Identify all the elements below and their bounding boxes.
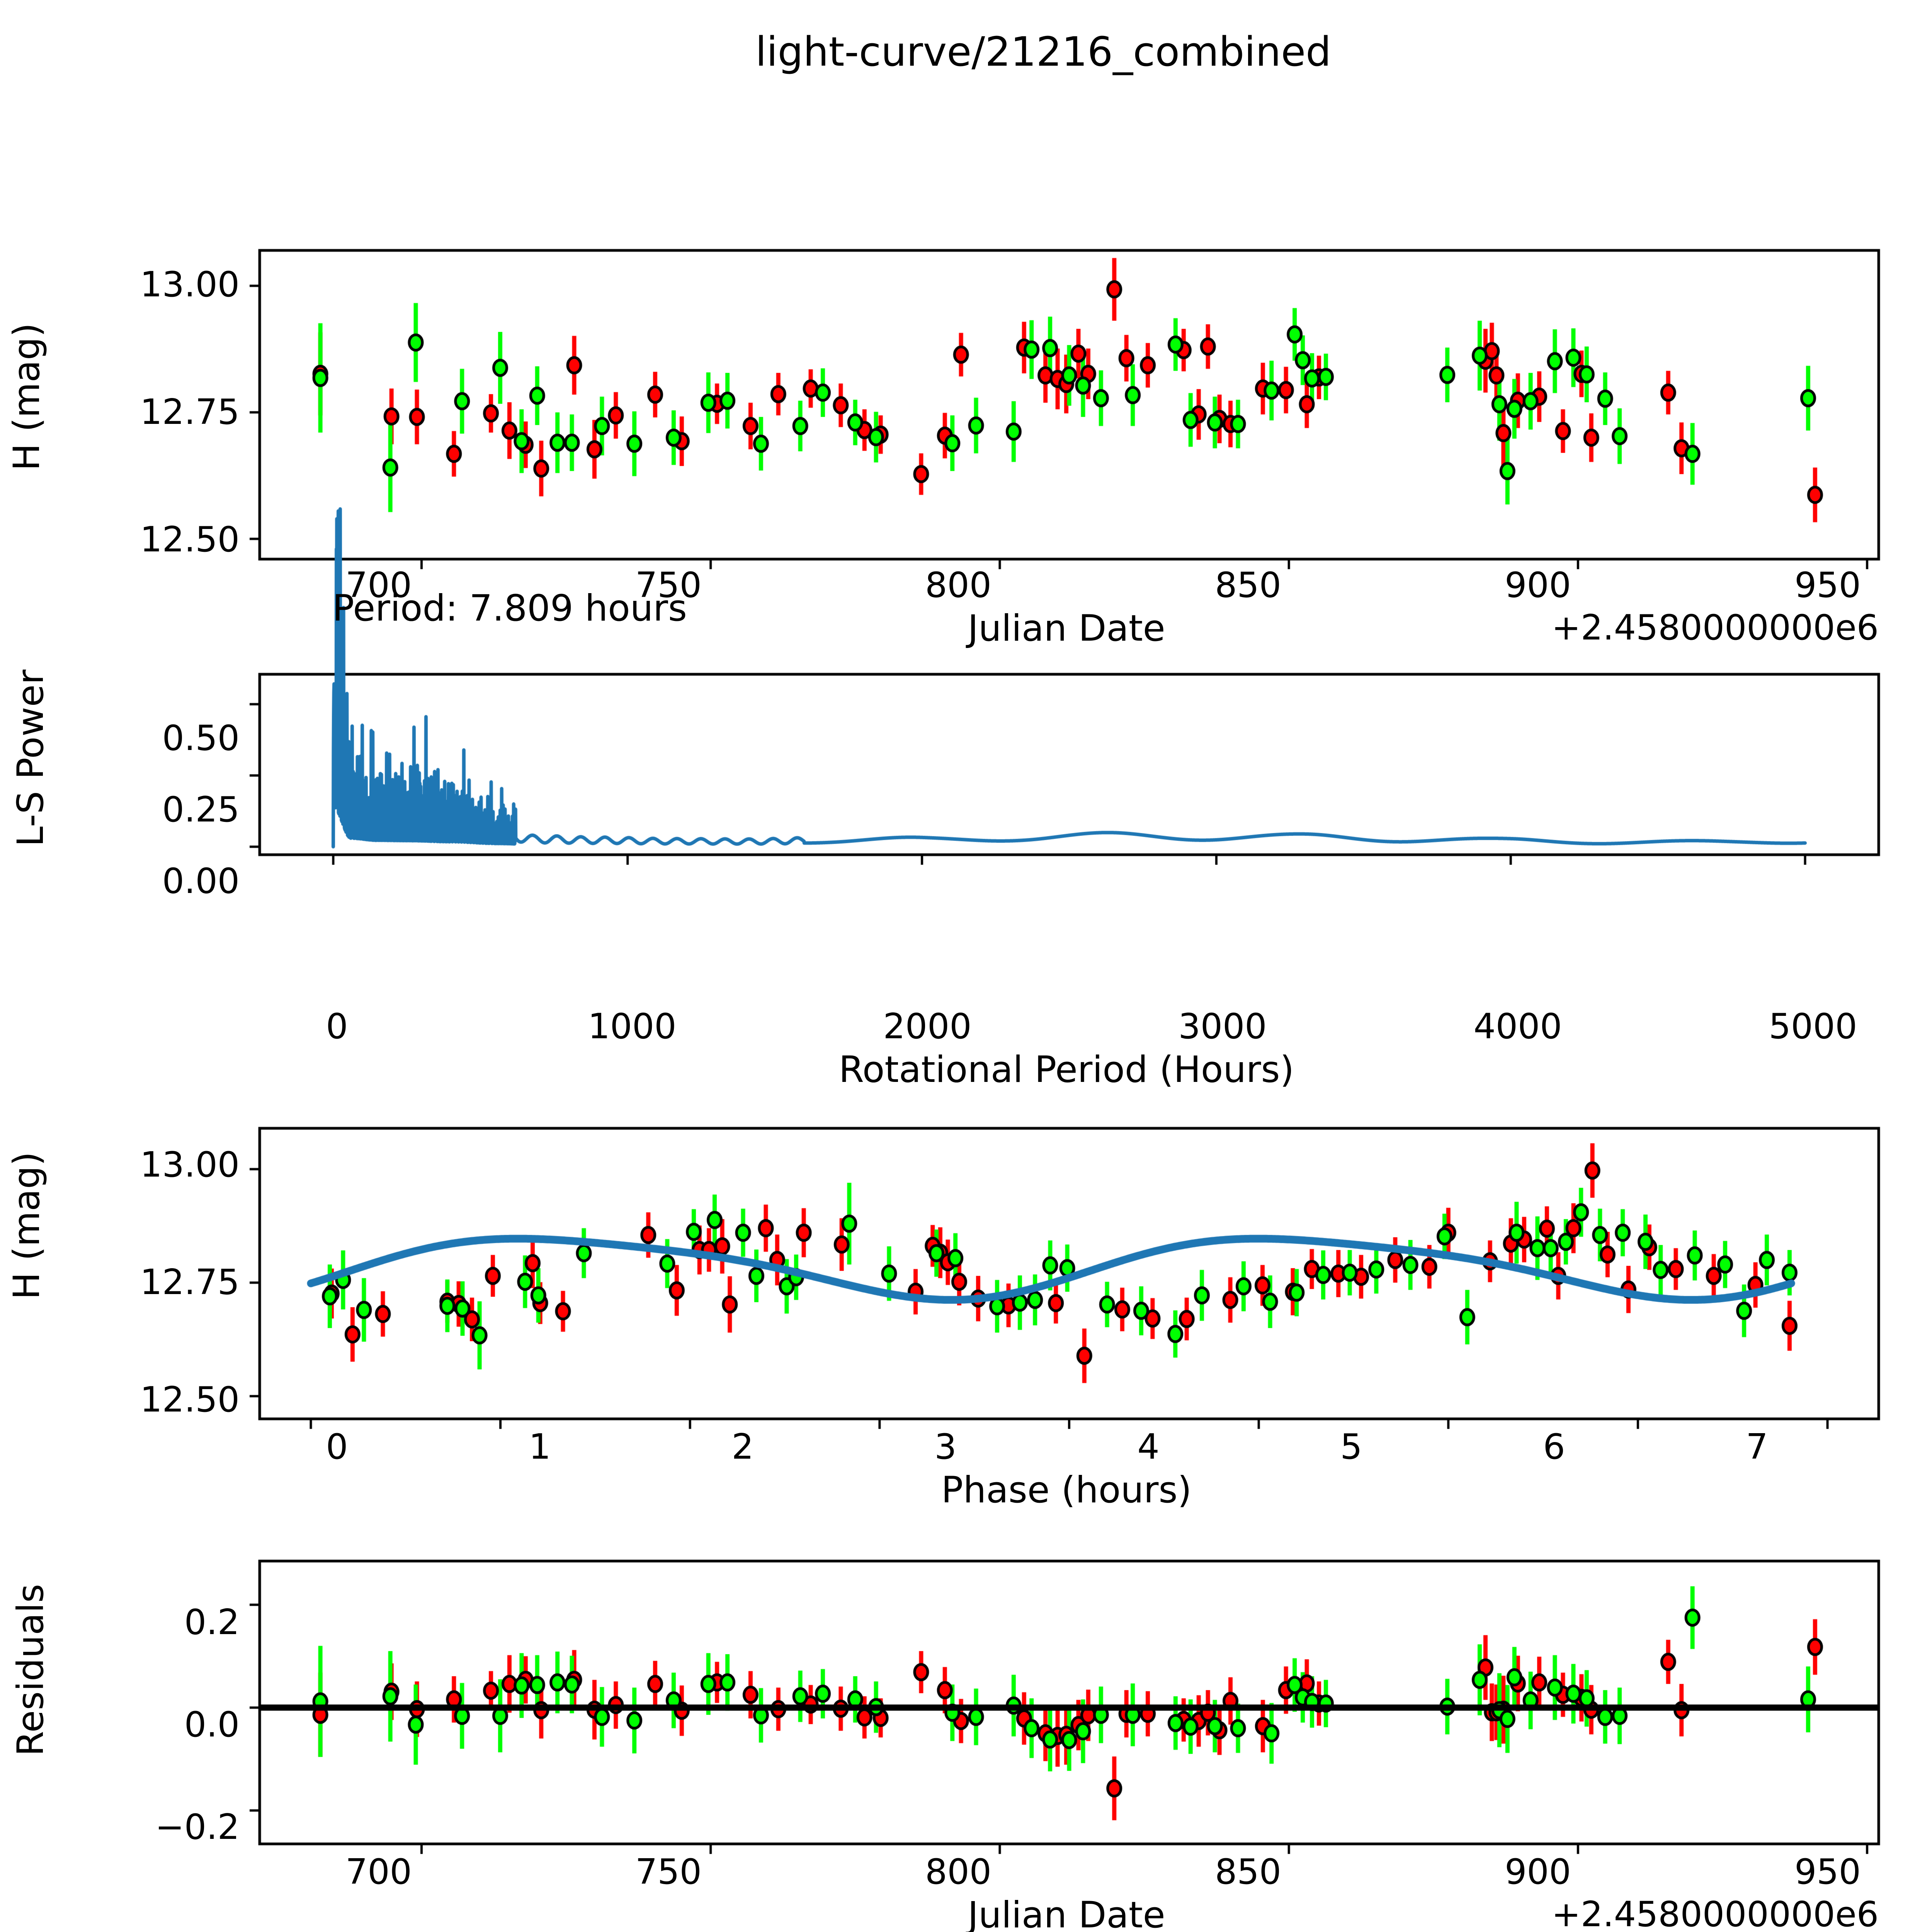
panel4-ytick-0: 0.2 <box>184 1602 240 1643</box>
panel1-ytick-1: 12.75 <box>140 392 240 432</box>
panel3-xtick-7: 7 <box>1746 1427 1768 1467</box>
panel1-xtick-4: 900 <box>1505 565 1571 605</box>
panel2-x-axis-label: Rotational Period (Hours) <box>838 1049 1294 1091</box>
panel2-xtick-4: 4000 <box>1473 1006 1562 1047</box>
panel2-ytick-0: 0.50 <box>162 718 240 759</box>
panel1-ytick-2: 12.50 <box>140 519 240 560</box>
panel4-xtick-2: 800 <box>925 1852 992 1892</box>
panel3-xtick-0: 0 <box>326 1427 348 1467</box>
panel1-xtick-0: 700 <box>345 565 412 605</box>
panel3-xtick-6: 6 <box>1543 1427 1565 1467</box>
panel3-xtick-4: 4 <box>1137 1427 1160 1467</box>
panel4-xtick-5: 950 <box>1794 1852 1861 1892</box>
panel4-xtick-3: 850 <box>1215 1852 1281 1892</box>
panel4-xtick-4: 900 <box>1505 1852 1571 1892</box>
panel3-xtick-3: 3 <box>934 1427 957 1467</box>
panel3-ytick-0: 13.00 <box>140 1145 240 1185</box>
panel2-xtick-1: 1000 <box>588 1006 677 1047</box>
panel3-x-axis-label: Phase (hours) <box>941 1469 1192 1511</box>
panel4-x-offset-label: +2.4580000000e6 <box>1551 1894 1879 1932</box>
panel3-xtick-8: 8 <box>1913 1430 1932 1464</box>
panel4-y-axis-label: Residuals <box>10 1584 52 1756</box>
panel2-xtick-5: 5000 <box>1769 1006 1857 1047</box>
panel1-y-axis-label: H (mag) <box>6 323 48 471</box>
panel4-ytick-1: 0.0 <box>184 1704 240 1745</box>
panel1-x-axis-label: Julian Date <box>968 607 1165 650</box>
panel1-ytick-0: 13.00 <box>140 264 240 305</box>
panel1-xtick-2: 800 <box>925 565 992 605</box>
panel3-ytick-1: 12.75 <box>140 1262 240 1303</box>
panel2-ytick-1: 0.25 <box>162 789 240 830</box>
panel4-x-axis-label: Julian Date <box>968 1894 1165 1932</box>
panel2-y-axis-label: L-S Power <box>10 669 52 847</box>
page-title: light-curve/21216_combined <box>755 28 1332 75</box>
panel3-y-axis-label: H (mag) <box>6 1151 48 1300</box>
panel2-xtick-0: 0 <box>326 1006 348 1047</box>
panel3-xtick-5: 5 <box>1340 1427 1362 1467</box>
panel1-xtick-3: 850 <box>1215 565 1281 605</box>
panel4-ytick-2: −0.2 <box>155 1807 240 1847</box>
panel4-xtick-1: 750 <box>635 1852 702 1892</box>
panel2-xtick-2: 2000 <box>883 1006 972 1047</box>
panel1-x-offset-label: +2.4580000000e6 <box>1551 607 1879 648</box>
panel4-xtick-0: 700 <box>345 1852 412 1892</box>
panel2-xtick-3: 3000 <box>1178 1006 1267 1047</box>
panel3-ytick-2: 12.50 <box>140 1379 240 1420</box>
panel2-ytick-2: 0.00 <box>162 861 240 901</box>
panel1-xtick-1: 750 <box>635 565 702 605</box>
period-annotation: Period: 7.809 hours <box>332 587 687 629</box>
panel3-xtick-2: 2 <box>731 1427 754 1467</box>
panel3-xtick-1: 1 <box>529 1427 551 1467</box>
panel1-xtick-5: 950 <box>1794 565 1861 605</box>
